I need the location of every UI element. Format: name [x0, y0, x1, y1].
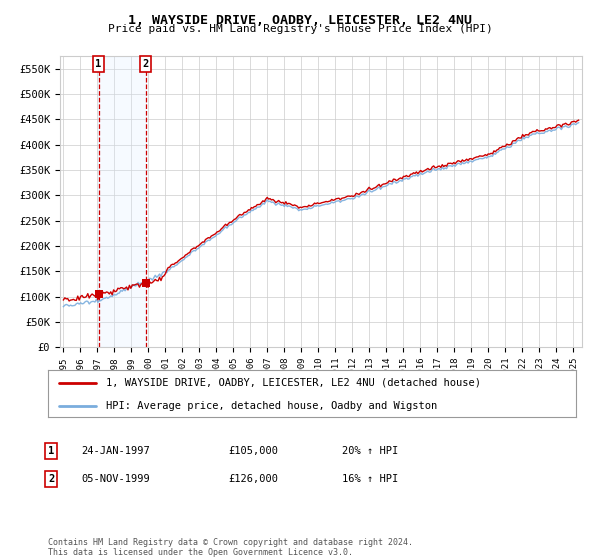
Text: HPI: Average price, detached house, Oadby and Wigston: HPI: Average price, detached house, Oadb… — [106, 401, 437, 411]
Text: Contains HM Land Registry data © Crown copyright and database right 2024.
This d: Contains HM Land Registry data © Crown c… — [48, 538, 413, 557]
Text: £105,000: £105,000 — [228, 446, 278, 456]
Text: 2: 2 — [143, 59, 149, 69]
Bar — [98, 56, 146, 347]
Text: 1, WAYSIDE DRIVE, OADBY, LEICESTER, LE2 4NU (detached house): 1, WAYSIDE DRIVE, OADBY, LEICESTER, LE2 … — [106, 378, 481, 388]
Text: 2: 2 — [48, 474, 54, 484]
Text: 20% ↑ HPI: 20% ↑ HPI — [342, 446, 398, 456]
Text: 1: 1 — [48, 446, 54, 456]
Text: 05-NOV-1999: 05-NOV-1999 — [81, 474, 150, 484]
Text: £126,000: £126,000 — [228, 474, 278, 484]
Text: 24-JAN-1997: 24-JAN-1997 — [81, 446, 150, 456]
Text: 1, WAYSIDE DRIVE, OADBY, LEICESTER, LE2 4NU: 1, WAYSIDE DRIVE, OADBY, LEICESTER, LE2 … — [128, 14, 472, 27]
Text: 1: 1 — [95, 59, 102, 69]
Text: 16% ↑ HPI: 16% ↑ HPI — [342, 474, 398, 484]
Text: Price paid vs. HM Land Registry's House Price Index (HPI): Price paid vs. HM Land Registry's House … — [107, 24, 493, 34]
